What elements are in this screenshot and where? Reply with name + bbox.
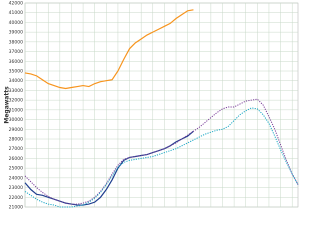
y-tick-label: 36000 — [9, 59, 23, 65]
y-tick-label: 33000 — [9, 88, 23, 94]
plot-area — [24, 2, 299, 208]
y-tick-label: 38000 — [9, 39, 23, 45]
y-tick-label: 34000 — [9, 78, 23, 84]
y-tick-label: 29000 — [9, 127, 23, 133]
y-tick-label: 21000 — [9, 205, 23, 211]
y-tick-label: 26000 — [9, 156, 23, 162]
y-tick-label: 42000 — [9, 1, 23, 7]
y-tick-label: 30000 — [9, 117, 23, 123]
y-tick-label: 24000 — [9, 175, 23, 181]
y-tick-label: 23000 — [9, 185, 23, 191]
series-line — [24, 9, 194, 90]
y-tick-label: 40000 — [9, 20, 23, 26]
y-axis-label: Megawatts — [4, 86, 11, 124]
y-tick-label: 37000 — [9, 49, 23, 55]
y-tick-label: 41000 — [9, 10, 23, 16]
y-tick-label: 25000 — [9, 166, 23, 172]
y-tick-label: 35000 — [9, 69, 23, 75]
y-tick-label: 28000 — [9, 137, 23, 143]
y-tick-label: 31000 — [9, 107, 23, 113]
series-line — [24, 107, 299, 208]
y-tick-label: 39000 — [9, 30, 23, 36]
y-tick-label: 27000 — [9, 146, 23, 152]
y-tick-label: 32000 — [9, 98, 23, 104]
chart: Megawatts 21000 22000 23000 24000 25000 26000… — [4, 1, 299, 211]
y-tick-label: 22000 — [9, 195, 23, 201]
